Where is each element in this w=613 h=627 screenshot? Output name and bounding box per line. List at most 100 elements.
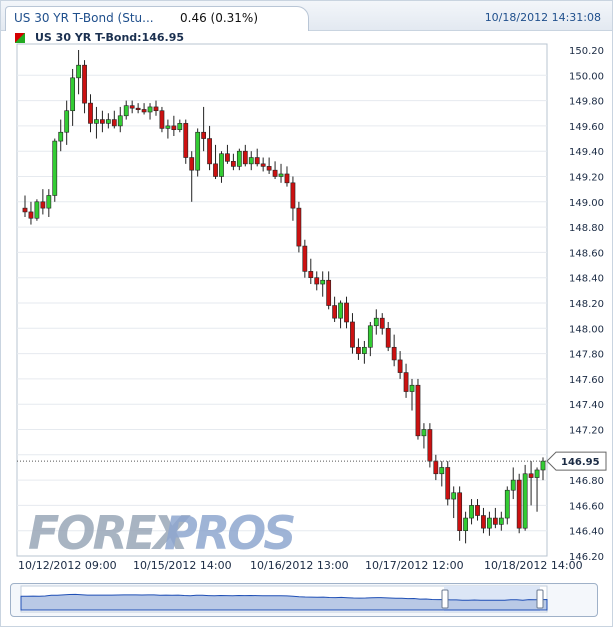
candle-body: [332, 305, 337, 319]
candle-body: [242, 150, 248, 165]
navigator-panel[interactable]: [10, 583, 598, 617]
candle-body: [94, 119, 99, 124]
candle-body: [391, 346, 397, 361]
last-price-marker: 146.95: [546, 451, 607, 471]
y-axis-labels: 150.20 150.00 149.80 149.60 149.40 149.20 149.…: [569, 46, 604, 563]
candle-body: [516, 479, 522, 529]
candle-body: [207, 138, 212, 165]
candle-body: [445, 467, 451, 500]
candle-body: [522, 473, 528, 529]
candle-body: [498, 517, 504, 525]
navigator-right-handle[interactable]: [536, 589, 544, 609]
candle-body: [487, 517, 492, 529]
candle-body: [302, 245, 308, 272]
candle-body: [201, 131, 207, 139]
candle-body: [111, 119, 117, 127]
candle-body: [463, 517, 468, 531]
last-price-box: [546, 451, 607, 471]
candle-body: [88, 102, 93, 124]
candle-body: [171, 125, 177, 130]
candle-body: [427, 429, 433, 462]
navigator-line: [20, 593, 548, 611]
candle-body: [153, 106, 159, 112]
price-change: 0.46 (0.31%): [180, 11, 259, 25]
y-tick-label: 147.40: [569, 400, 604, 411]
candle-body: [284, 173, 290, 184]
candle-body: [100, 119, 105, 124]
candle-body: [105, 119, 111, 124]
y-tick-label: 149.60: [569, 122, 604, 133]
y-tick-label: 148.60: [569, 248, 604, 259]
tab-bar: US 30 YR T-Bond (Stu... 0.46 (0.31%) 10/…: [1, 1, 612, 31]
candle-body: [320, 279, 326, 285]
candle-body: [385, 327, 391, 348]
candle-body: [504, 489, 510, 519]
candle-body: [70, 77, 76, 112]
candle-body: [58, 131, 64, 142]
x-tick-label: 10/15/2012 14:00: [133, 559, 232, 572]
candle-body: [225, 153, 230, 162]
instrument-label: US 30 YR T-Bond:146.95: [35, 31, 185, 44]
x-tick-label: 10/12/2012 09:00: [18, 559, 117, 572]
candle-body: [278, 173, 284, 177]
candle-body: [469, 505, 474, 519]
y-tick-label: 147.60: [569, 375, 604, 386]
tab-title: US 30 YR T-Bond (Stu...: [14, 11, 154, 25]
candle-body: [379, 317, 385, 329]
watermark-pros: PROS: [164, 506, 294, 560]
candle-body: [141, 109, 147, 113]
candle-body: [403, 372, 409, 392]
candle-body: [76, 64, 81, 79]
watermark-logo: FOREX PROS: [28, 506, 297, 560]
y-tick-label: 149.20: [569, 173, 604, 184]
timestamp: 10/18/2012 14:31:08: [484, 11, 601, 24]
y-tick-label: 148.20: [569, 299, 604, 310]
plot-area: [16, 43, 548, 557]
watermark-forex: FOREX: [28, 506, 191, 560]
candle-body: [40, 201, 46, 209]
candle-body: [260, 163, 266, 167]
candle-body: [290, 182, 296, 209]
y-tick-label: 146.60: [569, 501, 604, 512]
candle-body: [82, 64, 87, 104]
y-tick-label: 146.20: [569, 552, 604, 563]
y-tick-label: 150.20: [569, 46, 604, 57]
candle-body: [433, 460, 439, 475]
up-down-indicator-icon: [15, 33, 25, 43]
candlestick-series: [22, 50, 546, 544]
y-tick-label: 150.00: [569, 71, 604, 82]
candle-body: [409, 384, 415, 392]
candle-body: [481, 515, 486, 529]
candle-body: [528, 473, 534, 478]
candle-body: [147, 106, 153, 113]
candle-body: [266, 166, 272, 171]
candle-body: [219, 153, 224, 177]
candle-body: [183, 123, 189, 158]
candle-body: [34, 201, 40, 219]
instrument-tab[interactable]: US 30 YR T-Bond (Stu... 0.46 (0.31%): [5, 6, 309, 31]
candle-body: [135, 107, 141, 110]
candle-body: [308, 271, 314, 278]
y-tick-label: 147.20: [569, 426, 604, 437]
candle-body: [451, 492, 457, 500]
candle-body: [356, 346, 361, 354]
candle-body: [22, 207, 28, 213]
last-price-label: 146.95: [561, 457, 600, 468]
candle-body: [373, 317, 379, 327]
x-axis-labels: 10/12/2012 09:00 10/15/2012 14:00 10/16/20…: [18, 559, 583, 572]
navigator-left-handle[interactable]: [441, 589, 449, 609]
candle-body: [165, 125, 171, 129]
candle-body: [231, 161, 236, 167]
candle-body: [236, 150, 242, 167]
y-tick-label: 149.00: [569, 198, 604, 209]
candle-body: [28, 211, 34, 219]
candle-body: [189, 157, 195, 171]
candle-body: [510, 479, 516, 491]
candle-body: [361, 346, 367, 354]
candle-body: [344, 302, 349, 323]
candle-body: [439, 467, 445, 475]
y-tick-label: 148.40: [569, 274, 604, 285]
candle-body: [117, 115, 123, 127]
y-tick-label: 149.40: [569, 147, 604, 158]
candle-body: [475, 505, 480, 516]
